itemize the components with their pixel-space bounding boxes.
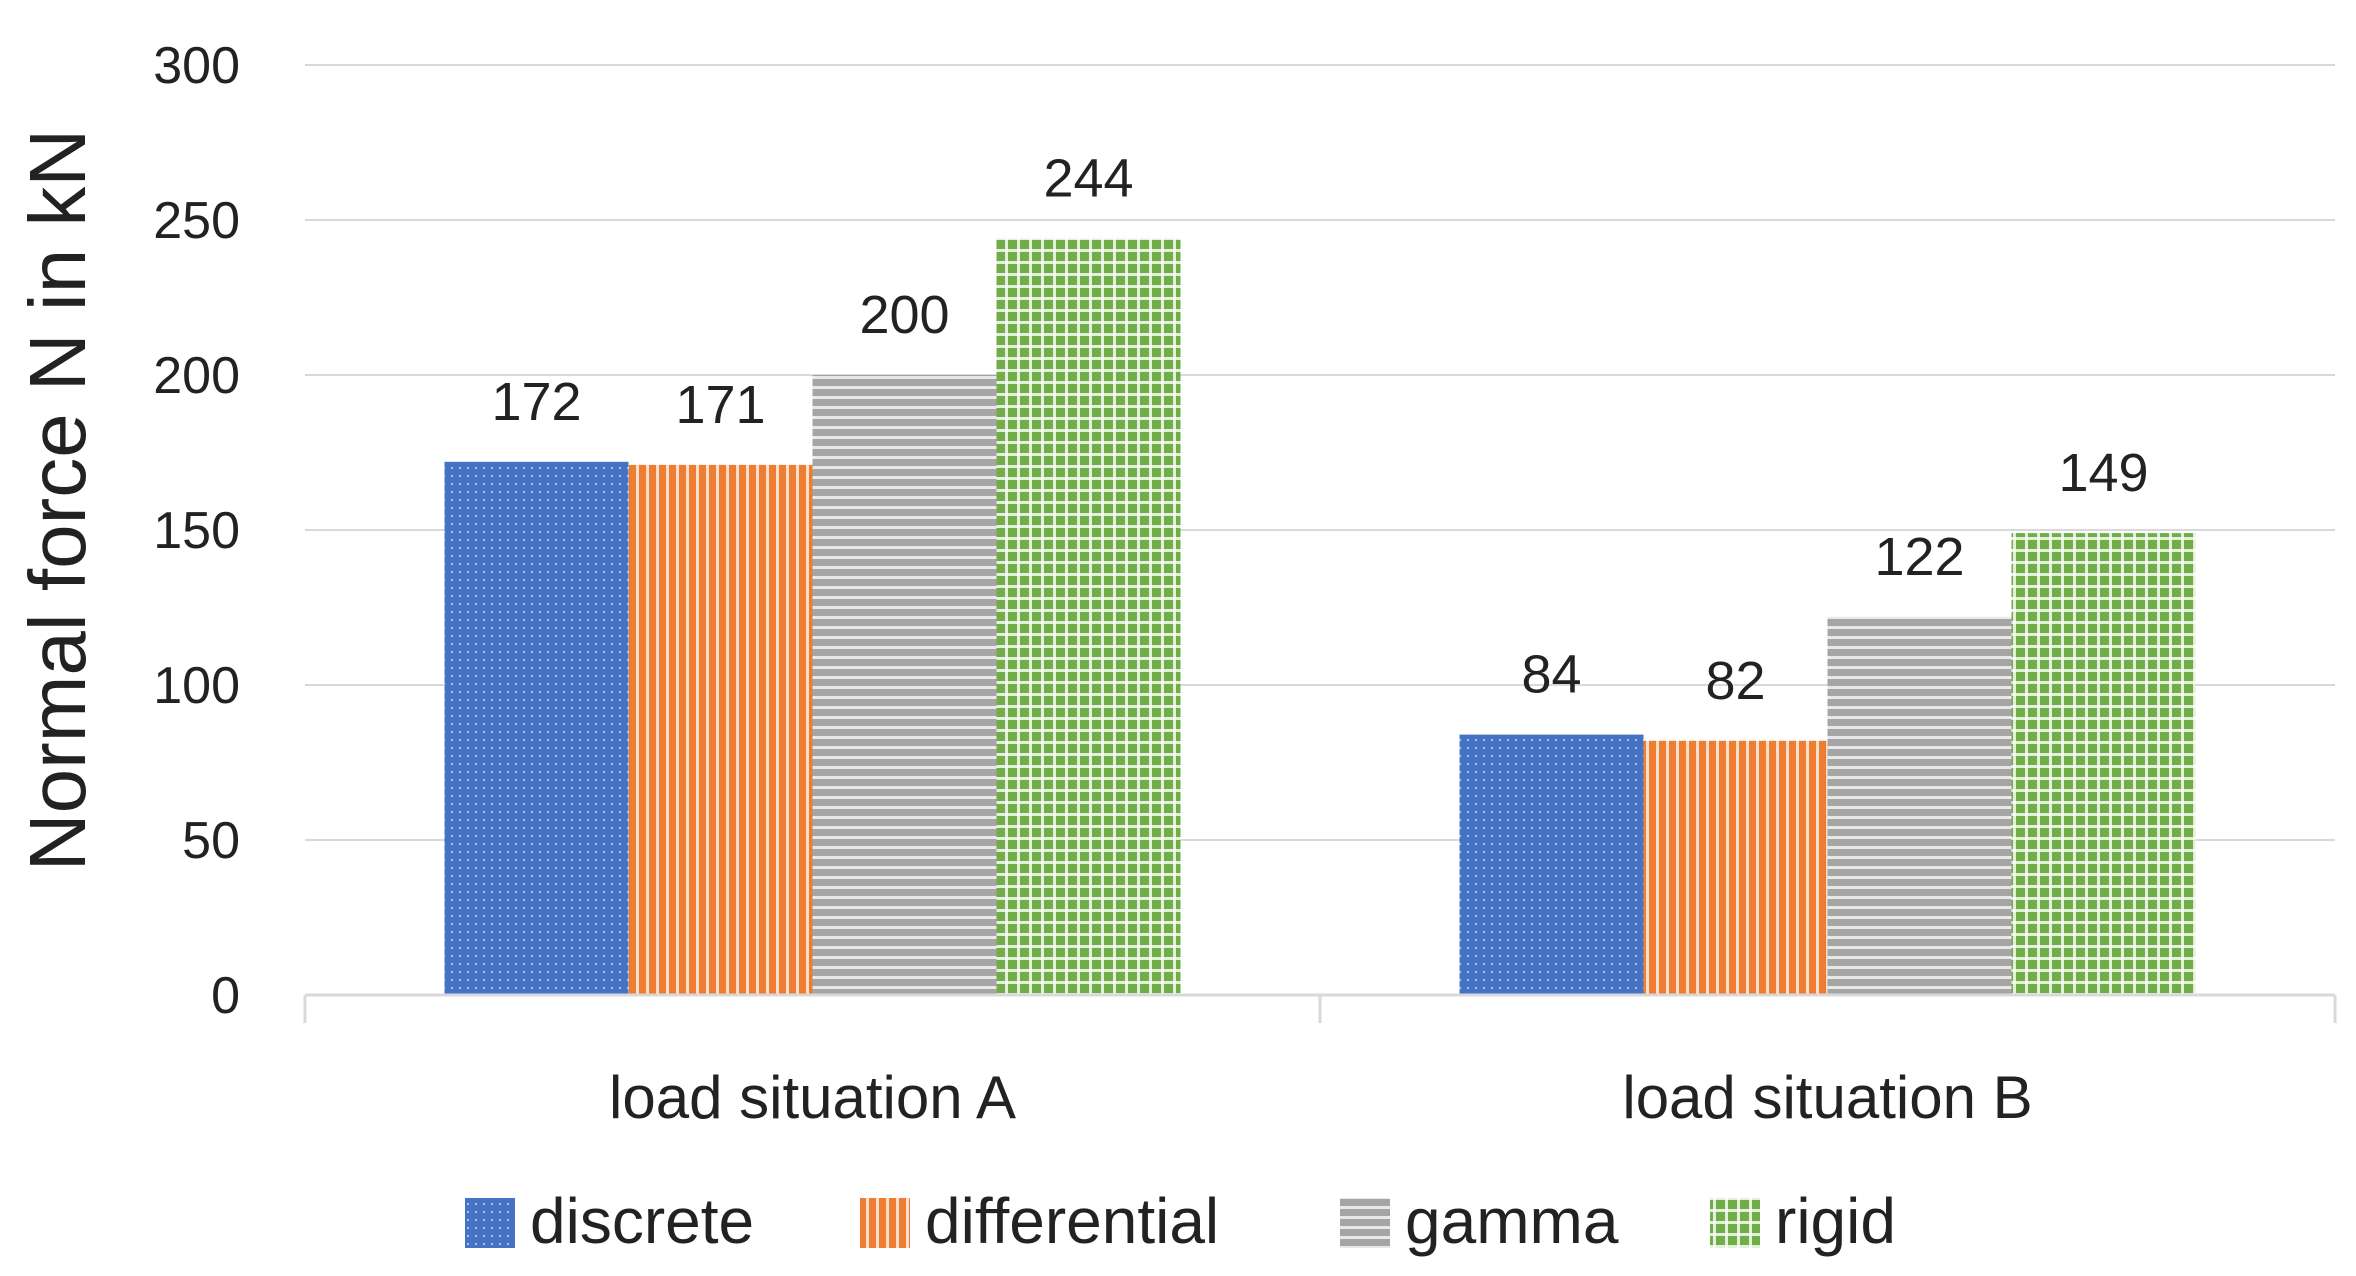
category-labels: load situation A load situation B (609, 1064, 2033, 1131)
category-label: load situation A (609, 1064, 1016, 1131)
y-axis-label: Normal force N in kN (13, 129, 102, 871)
legend-label: discrete (530, 1185, 754, 1257)
legend-swatch-gamma (1340, 1198, 1390, 1248)
legend-label: gamma (1405, 1185, 1619, 1257)
legend-label: differential (925, 1185, 1219, 1257)
bar-differential (1643, 740, 1828, 995)
y-tick-label: 200 (153, 347, 240, 405)
y-tick-label: 100 (153, 657, 240, 715)
data-labels: 172 171 200 244 84 82 122 149 (491, 149, 2148, 711)
data-label: 200 (859, 285, 949, 345)
bars (444, 238, 2196, 996)
category-label: load situation B (1622, 1064, 2032, 1131)
y-tick-label: 300 (153, 37, 240, 95)
legend-swatch-rigid (1710, 1198, 1760, 1248)
data-label: 149 (2058, 443, 2148, 503)
legend: discrete differential gamma rigid (465, 1185, 1896, 1257)
data-label: 82 (1705, 651, 1765, 711)
data-label: 172 (491, 372, 581, 432)
legend-swatch-discrete (465, 1198, 515, 1248)
y-axis-ticks: 0 50 100 150 200 250 300 (153, 37, 240, 1025)
bar-discrete (1459, 734, 1644, 995)
y-tick-label: 150 (153, 502, 240, 560)
data-label: 84 (1521, 645, 1581, 705)
data-label: 171 (675, 375, 765, 435)
y-tick-label: 50 (182, 812, 240, 870)
bar-gamma (812, 375, 997, 995)
bar-differential (628, 464, 813, 995)
data-label: 122 (1874, 527, 1964, 587)
legend-swatch-differential (860, 1198, 910, 1248)
bar-rigid (996, 238, 1181, 996)
data-label: 244 (1043, 149, 1133, 209)
y-tick-label: 250 (153, 192, 240, 250)
bar-discrete (444, 461, 629, 995)
x-axis-ticks (303, 995, 2337, 1023)
y-tick-label: 0 (211, 967, 240, 1025)
bar-rigid (2011, 533, 2196, 995)
bar-gamma (1827, 616, 2012, 995)
legend-label: rigid (1775, 1185, 1896, 1257)
